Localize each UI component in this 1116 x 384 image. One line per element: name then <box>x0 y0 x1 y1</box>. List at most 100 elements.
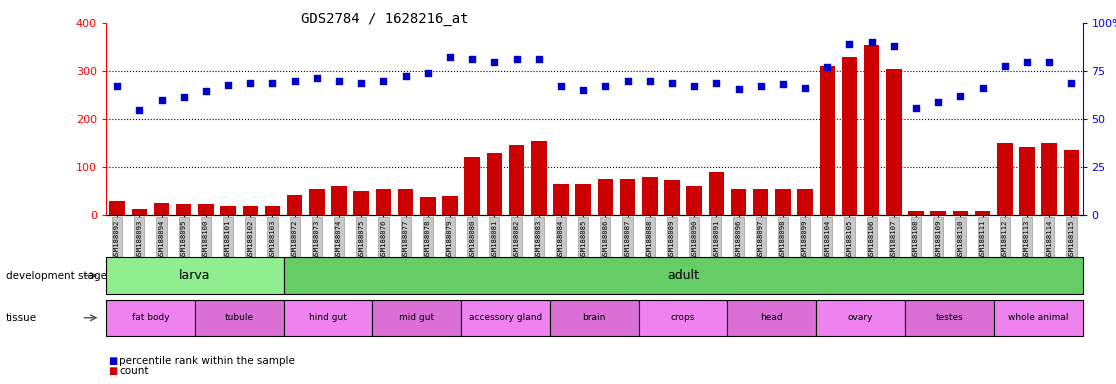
Point <box>1040 59 1058 65</box>
Point <box>375 78 393 84</box>
Point <box>552 83 570 89</box>
Bar <box>797 189 812 215</box>
Point <box>308 75 326 81</box>
Text: count: count <box>119 366 148 376</box>
Bar <box>442 196 458 215</box>
Bar <box>420 197 435 215</box>
Point <box>775 81 792 88</box>
Point <box>863 39 881 45</box>
Point <box>196 88 214 94</box>
Bar <box>487 152 502 215</box>
Point <box>641 78 658 84</box>
Point <box>708 80 725 86</box>
Point <box>353 80 371 86</box>
Bar <box>841 56 857 215</box>
Bar <box>1064 150 1079 215</box>
Point <box>796 85 814 91</box>
Text: larva: larva <box>179 269 211 282</box>
Text: brain: brain <box>583 313 606 322</box>
Bar <box>1041 143 1057 215</box>
Text: crops: crops <box>671 313 695 322</box>
Text: ■: ■ <box>108 356 117 366</box>
Bar <box>642 177 657 215</box>
Point <box>508 56 526 62</box>
Bar <box>464 157 480 215</box>
Text: whole animal: whole animal <box>1008 313 1068 322</box>
Bar <box>220 207 235 215</box>
Point <box>752 83 770 89</box>
Point <box>885 43 903 49</box>
Text: ovary: ovary <box>848 313 874 322</box>
Point <box>840 41 858 47</box>
Text: hind gut: hind gut <box>309 313 347 322</box>
Text: adult: adult <box>667 269 699 282</box>
Bar <box>864 45 879 215</box>
Text: mid gut: mid gut <box>400 313 434 322</box>
Bar <box>199 204 213 215</box>
Bar <box>886 69 902 215</box>
Bar <box>731 189 747 215</box>
Bar <box>132 209 147 215</box>
Point <box>153 97 171 103</box>
Point <box>1062 80 1080 86</box>
Point <box>530 56 548 62</box>
Point <box>930 99 947 105</box>
Text: GDS2784 / 1628216_at: GDS2784 / 1628216_at <box>301 12 469 25</box>
Bar <box>776 189 790 215</box>
Bar <box>376 189 392 215</box>
Point <box>396 73 414 79</box>
Bar <box>242 207 258 215</box>
Bar <box>109 200 125 215</box>
Text: tubule: tubule <box>224 313 253 322</box>
Point <box>596 83 614 89</box>
Point <box>463 56 481 62</box>
Bar <box>531 141 547 215</box>
Point <box>995 63 1013 70</box>
Bar <box>753 189 769 215</box>
Point <box>108 83 126 89</box>
Bar <box>931 211 946 215</box>
Point <box>575 87 593 93</box>
Point <box>418 70 436 76</box>
Point <box>286 78 304 84</box>
Text: ■: ■ <box>108 366 117 376</box>
Bar <box>576 184 591 215</box>
Point <box>219 83 237 89</box>
Text: accessory gland: accessory gland <box>469 313 542 322</box>
Bar <box>264 207 280 215</box>
Bar <box>709 172 724 215</box>
Point <box>952 93 970 99</box>
Text: development stage: development stage <box>6 270 107 281</box>
Bar <box>509 146 525 215</box>
Bar <box>664 180 680 215</box>
Text: head: head <box>760 313 783 322</box>
Bar <box>975 211 990 215</box>
Bar <box>354 191 369 215</box>
Point <box>1018 59 1036 65</box>
Bar <box>686 186 702 215</box>
Text: testes: testes <box>935 313 963 322</box>
Point <box>618 78 636 84</box>
Point <box>330 78 348 84</box>
Point <box>663 80 681 86</box>
Bar <box>331 186 347 215</box>
Bar <box>287 195 302 215</box>
Point <box>907 106 925 112</box>
Point <box>441 53 459 60</box>
Bar <box>619 179 635 215</box>
Bar <box>819 66 835 215</box>
Text: fat body: fat body <box>132 313 170 322</box>
Bar <box>997 143 1012 215</box>
Bar <box>176 204 192 215</box>
Bar <box>554 184 569 215</box>
Bar <box>908 211 924 215</box>
Bar <box>953 211 969 215</box>
Point <box>685 83 703 89</box>
Point <box>974 85 992 91</box>
Text: percentile rank within the sample: percentile rank within the sample <box>119 356 296 366</box>
Point <box>818 64 836 70</box>
Bar <box>1019 147 1035 215</box>
Bar <box>597 179 613 215</box>
Point <box>175 94 193 101</box>
Point <box>485 59 503 65</box>
